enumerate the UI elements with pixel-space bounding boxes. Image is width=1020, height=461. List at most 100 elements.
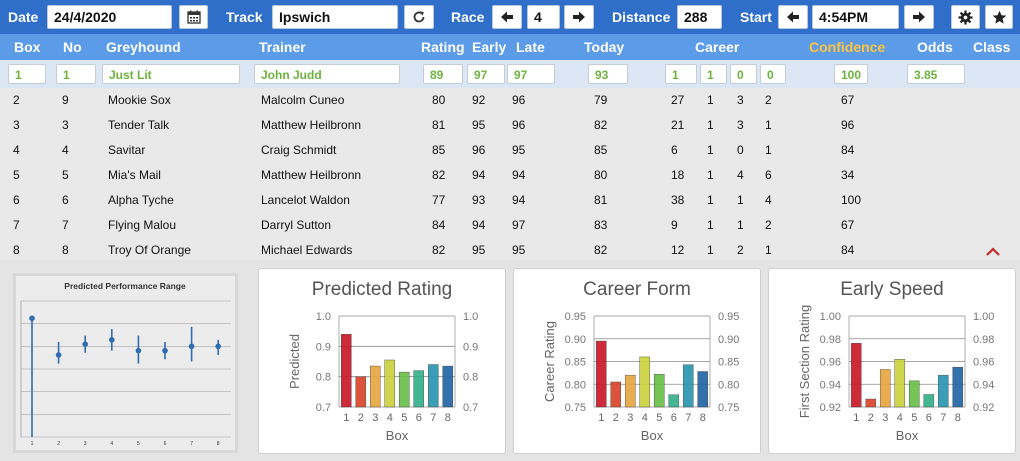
table-row[interactable]: 2 9 Mookie Sox Malcolm Cuneo 80 92 96 79 27 1 3 2 67 bbox=[0, 88, 1020, 113]
table-row[interactable]: 5 5 Mia's Mail Matthew Heilbronn 82 94 94 80 18 1… bbox=[0, 163, 1020, 188]
cell-no: 5 bbox=[62, 168, 69, 182]
col-header-confidence[interactable]: Confidence bbox=[809, 39, 886, 55]
settings-button[interactable] bbox=[951, 5, 980, 29]
col-header-no[interactable]: No bbox=[63, 39, 82, 55]
y-tick-label: 0.8 bbox=[316, 372, 331, 384]
col-header-rating[interactable]: Rating bbox=[421, 39, 465, 55]
date-field[interactable]: 24/4/2020 bbox=[47, 5, 172, 29]
cell-today: 83 bbox=[594, 218, 608, 232]
selected-early-field[interactable]: 97 bbox=[467, 64, 505, 84]
refresh-button[interactable] bbox=[404, 5, 434, 29]
cell-confidence: 84 bbox=[841, 143, 855, 157]
cell-c1: 6 bbox=[671, 143, 678, 157]
cell-late: 94 bbox=[512, 193, 526, 207]
x-tick-label: 1 bbox=[598, 412, 604, 424]
range-point bbox=[135, 347, 142, 354]
col-header-class[interactable]: Class bbox=[973, 39, 1011, 55]
selected-career-thirds-field[interactable]: 0 bbox=[760, 64, 786, 84]
col-header-trainer[interactable]: Trainer bbox=[259, 39, 306, 55]
table-row[interactable]: 7 7 Flying Malou Darryl Sutton 84 94 97 83 9 1 1 2 6… bbox=[0, 213, 1020, 238]
table-row[interactable]: 6 6 Alpha Tyche Lancelot Waldon 77 93 94 81 38 1 1… bbox=[0, 188, 1020, 213]
bar bbox=[894, 359, 906, 408]
x-tick-label: 8 bbox=[700, 412, 706, 424]
start-next-button[interactable] bbox=[904, 5, 934, 29]
x-tick-label: 7 bbox=[190, 441, 193, 447]
selected-runner-row[interactable]: 1 1 Just Lit John Judd 89 97 97 93 1 1 0… bbox=[0, 60, 1020, 88]
selected-no-field[interactable]: 1 bbox=[56, 64, 96, 84]
start-time-field[interactable]: 4:54PM bbox=[812, 5, 899, 29]
y-tick-label: 0.98 bbox=[820, 334, 841, 346]
selected-rating-field[interactable]: 89 bbox=[423, 64, 463, 84]
early-speed-panel: Early Speed 0.92 0.92 0.94 0.94 0.96 0.96 0.98… bbox=[768, 268, 1016, 454]
x-tick-label: 2 bbox=[358, 412, 364, 424]
cell-c3: 0 bbox=[737, 143, 744, 157]
cell-no: 8 bbox=[62, 243, 69, 257]
y2-tick-label: 0.98 bbox=[973, 334, 994, 346]
cell-c1: 21 bbox=[671, 118, 685, 132]
cell-today: 85 bbox=[594, 143, 608, 157]
cell-late: 96 bbox=[512, 118, 526, 132]
selected-odds-field[interactable]: 3.85 bbox=[907, 64, 965, 84]
col-header-odds[interactable]: Odds bbox=[917, 39, 953, 55]
track-field[interactable]: Ipswich bbox=[272, 5, 398, 29]
selected-career-seconds-field[interactable]: 0 bbox=[730, 64, 757, 84]
y-tick-label: 0.96 bbox=[820, 357, 841, 369]
race-field[interactable]: 4 bbox=[527, 5, 560, 29]
col-header-today[interactable]: Today bbox=[584, 39, 625, 55]
bar bbox=[865, 398, 877, 408]
selected-today-field[interactable]: 93 bbox=[588, 64, 628, 84]
cell-no: 7 bbox=[62, 218, 69, 232]
race-next-button[interactable] bbox=[564, 5, 594, 29]
cell-c3: 2 bbox=[737, 243, 744, 257]
cell-c4: 1 bbox=[765, 243, 772, 257]
race-prev-button[interactable] bbox=[492, 5, 522, 29]
distance-field[interactable]: 288 bbox=[677, 5, 722, 29]
col-header-box[interactable]: Box bbox=[14, 39, 41, 55]
start-prev-button[interactable] bbox=[778, 5, 808, 29]
col-header-greyhound[interactable]: Greyhound bbox=[106, 39, 181, 55]
cell-c2: 1 bbox=[707, 218, 714, 232]
col-header-early[interactable]: Early bbox=[472, 39, 507, 55]
cell-greyhound: Alpha Tyche bbox=[108, 193, 174, 207]
bar bbox=[952, 366, 964, 408]
chart-title: Predicted Performance Range bbox=[64, 281, 186, 291]
cell-no: 3 bbox=[62, 118, 69, 132]
cell-early: 95 bbox=[472, 243, 486, 257]
y-tick-label: 0.90 bbox=[565, 334, 586, 346]
selected-late-field[interactable]: 97 bbox=[507, 64, 555, 84]
cell-today: 82 bbox=[594, 243, 608, 257]
selected-career-wins-field[interactable]: 1 bbox=[700, 64, 727, 84]
cell-box: 3 bbox=[13, 118, 20, 132]
selected-box-field[interactable]: 1 bbox=[8, 64, 46, 84]
chevron-up-icon[interactable] bbox=[984, 244, 1002, 258]
table-row[interactable]: 3 3 Tender Talk Matthew Heilbronn 81 95 96 82 21… bbox=[0, 113, 1020, 138]
cell-greyhound: Tender Talk bbox=[108, 118, 170, 132]
col-header-late[interactable]: Late bbox=[516, 39, 545, 55]
predicted-performance-range-chart: Predicted Performance Range 1 2 3 4 5 6 7 8 bbox=[13, 273, 238, 453]
cell-early: 96 bbox=[472, 143, 486, 157]
cell-c4: 6 bbox=[765, 168, 772, 182]
table-row[interactable]: 8 8 Troy Of Orange Michael Edwards 82 95 95 82 1… bbox=[0, 238, 1020, 263]
bar bbox=[697, 371, 709, 408]
cell-today: 82 bbox=[594, 118, 608, 132]
selected-greyhound-field[interactable]: Just Lit bbox=[102, 64, 240, 84]
table-row[interactable]: 4 4 Savitar Craig Schmidt 85 96 95 85 6 1 0 1 84 bbox=[0, 138, 1020, 163]
col-header-career[interactable]: Career bbox=[695, 39, 740, 55]
career-form-panel: Career Form 0.75 0.75 0.80 0.80 0.85 0.85 0.90… bbox=[513, 268, 761, 454]
favorite-button[interactable] bbox=[985, 5, 1013, 29]
range-point bbox=[82, 341, 88, 347]
calendar-icon bbox=[186, 10, 201, 24]
selected-trainer-field[interactable]: John Judd bbox=[254, 64, 400, 84]
selected-confidence-field[interactable]: 100 bbox=[834, 64, 868, 84]
calendar-button[interactable] bbox=[179, 5, 208, 29]
cell-late: 95 bbox=[512, 243, 526, 257]
x-tick-label: 4 bbox=[387, 412, 393, 424]
y2-tick-label: 0.95 bbox=[718, 311, 739, 323]
selected-career-starts-field[interactable]: 1 bbox=[665, 64, 697, 84]
x-tick-label: 8 bbox=[445, 412, 451, 424]
cell-confidence: 96 bbox=[841, 118, 855, 132]
cell-rating: 84 bbox=[432, 218, 446, 232]
bar bbox=[937, 374, 949, 408]
chart-title: Early Speed bbox=[840, 279, 944, 300]
track-label: Track bbox=[226, 9, 263, 25]
